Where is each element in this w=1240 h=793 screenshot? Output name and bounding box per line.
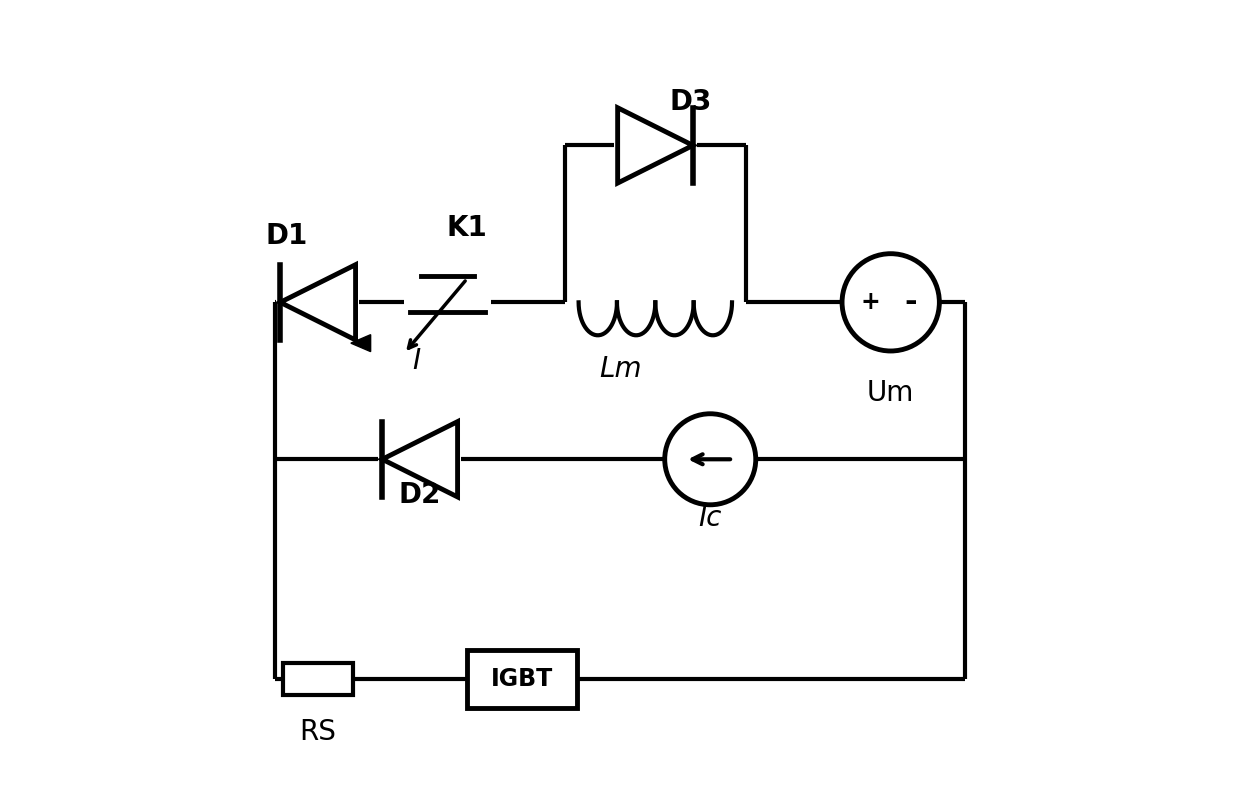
Text: Ic: Ic [698, 504, 722, 532]
Bar [283, 662, 353, 695]
Text: -: - [905, 288, 918, 317]
Text: K1: K1 [446, 214, 487, 242]
Text: +: + [861, 290, 880, 314]
Text: D2: D2 [399, 481, 441, 508]
Text: D1: D1 [265, 221, 308, 250]
Text: RS: RS [300, 718, 336, 746]
Text: Lm: Lm [599, 355, 641, 383]
Bar [467, 649, 577, 708]
Text: IGBT: IGBT [491, 667, 553, 691]
Text: D3: D3 [670, 88, 712, 117]
Text: I: I [412, 347, 420, 375]
Polygon shape [351, 335, 371, 351]
Text: Um: Um [867, 378, 914, 407]
